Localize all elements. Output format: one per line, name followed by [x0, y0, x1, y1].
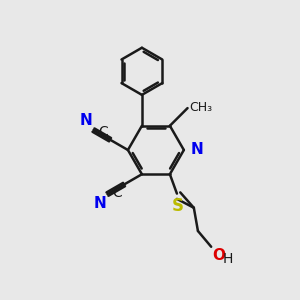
Text: C: C — [112, 186, 122, 200]
Text: N: N — [79, 113, 92, 128]
Text: N: N — [190, 142, 203, 158]
Text: N: N — [93, 196, 106, 211]
Text: CH₃: CH₃ — [190, 101, 213, 114]
Text: C: C — [98, 124, 108, 139]
Text: H: H — [222, 252, 233, 266]
Text: S: S — [172, 196, 184, 214]
Text: O: O — [213, 248, 226, 263]
